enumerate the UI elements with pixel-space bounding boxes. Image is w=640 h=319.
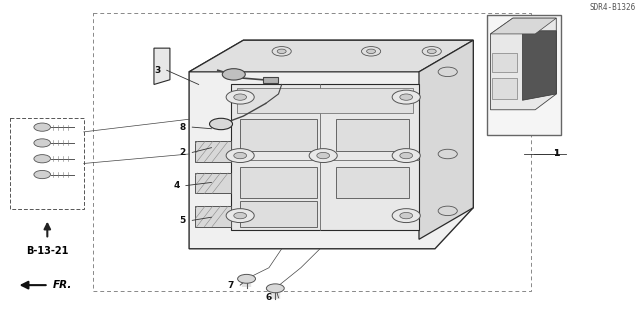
Circle shape <box>400 94 413 100</box>
Text: 8: 8 <box>180 122 186 132</box>
Bar <box>10 118 84 209</box>
Circle shape <box>209 118 232 130</box>
Circle shape <box>226 90 254 104</box>
Text: 6: 6 <box>266 293 272 302</box>
Polygon shape <box>419 40 473 239</box>
Circle shape <box>438 67 458 77</box>
Circle shape <box>226 209 254 223</box>
Circle shape <box>392 209 420 223</box>
Circle shape <box>272 47 291 56</box>
Text: SDR4-B1326: SDR4-B1326 <box>590 3 636 12</box>
Circle shape <box>226 149 254 162</box>
Polygon shape <box>189 40 473 72</box>
Text: 7: 7 <box>227 281 234 290</box>
Circle shape <box>34 155 51 163</box>
Circle shape <box>222 69 245 80</box>
Bar <box>492 53 516 72</box>
Circle shape <box>234 94 246 100</box>
Bar <box>195 141 230 162</box>
Text: 5: 5 <box>180 216 186 225</box>
Polygon shape <box>490 18 556 110</box>
Polygon shape <box>189 40 473 249</box>
Text: 4: 4 <box>173 181 179 190</box>
Circle shape <box>309 149 337 162</box>
Polygon shape <box>522 31 556 100</box>
Text: 1: 1 <box>553 150 559 159</box>
Bar <box>240 167 317 198</box>
Circle shape <box>422 47 442 56</box>
Circle shape <box>367 49 376 54</box>
Circle shape <box>266 284 284 293</box>
Circle shape <box>428 49 436 54</box>
Circle shape <box>400 212 413 219</box>
Text: B-13-21: B-13-21 <box>26 246 68 256</box>
Bar <box>240 201 317 227</box>
Circle shape <box>392 149 420 162</box>
Bar <box>195 206 230 227</box>
Bar <box>336 167 410 198</box>
Circle shape <box>438 206 458 216</box>
Bar <box>487 15 561 135</box>
Circle shape <box>400 152 413 159</box>
Circle shape <box>34 170 51 179</box>
Circle shape <box>237 274 255 283</box>
Circle shape <box>277 49 286 54</box>
Bar <box>336 119 410 151</box>
Bar <box>262 77 278 83</box>
Bar <box>492 78 516 99</box>
Circle shape <box>392 90 420 104</box>
Polygon shape <box>230 85 419 230</box>
Text: 3: 3 <box>154 66 160 75</box>
Text: 1: 1 <box>553 150 559 159</box>
Bar <box>93 13 531 292</box>
Circle shape <box>438 149 458 159</box>
Polygon shape <box>154 48 170 85</box>
Circle shape <box>34 123 51 131</box>
Bar <box>240 119 317 151</box>
Polygon shape <box>490 18 556 34</box>
Bar <box>195 173 230 194</box>
Circle shape <box>362 47 381 56</box>
Text: 2: 2 <box>180 148 186 157</box>
Circle shape <box>234 212 246 219</box>
Circle shape <box>34 139 51 147</box>
Circle shape <box>317 152 330 159</box>
Circle shape <box>234 152 246 159</box>
Bar <box>237 88 413 113</box>
Text: FR.: FR. <box>53 280 72 290</box>
